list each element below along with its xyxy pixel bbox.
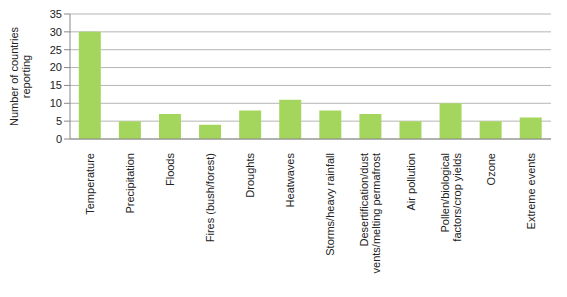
svg-text:Temperature: Temperature	[84, 153, 96, 215]
svg-text:Fires (bush/forest): Fires (bush/forest)	[204, 153, 216, 242]
svg-text:Air pollution: Air pollution	[405, 153, 417, 210]
svg-text:Extreme events: Extreme events	[525, 153, 537, 230]
svg-text:35: 35	[50, 8, 62, 20]
svg-text:Precipitation: Precipitation	[124, 153, 136, 214]
svg-text:10: 10	[50, 97, 62, 109]
svg-text:15: 15	[50, 79, 62, 91]
svg-text:Storms/heavy rainfall: Storms/heavy rainfall	[324, 153, 336, 256]
svg-text:5: 5	[56, 115, 62, 127]
svg-text:Pollen/biologicalfactors/crop: Pollen/biologicalfactors/crop yields	[439, 153, 463, 242]
svg-text:25: 25	[50, 44, 62, 56]
svg-text:Droughts: Droughts	[244, 153, 256, 198]
svg-text:30: 30	[50, 26, 62, 38]
svg-text:Number of countriesreporting: Number of countriesreporting	[8, 26, 32, 126]
svg-text:Ozone: Ozone	[485, 153, 497, 185]
svg-text:Desertification/dustvents/melt: Desertification/dustvents/melting permaf…	[358, 153, 382, 273]
svg-text:Heatwaves: Heatwaves	[284, 153, 296, 208]
svg-text:Floods: Floods	[164, 153, 176, 187]
svg-text:0: 0	[56, 133, 62, 145]
svg-text:20: 20	[50, 61, 62, 73]
